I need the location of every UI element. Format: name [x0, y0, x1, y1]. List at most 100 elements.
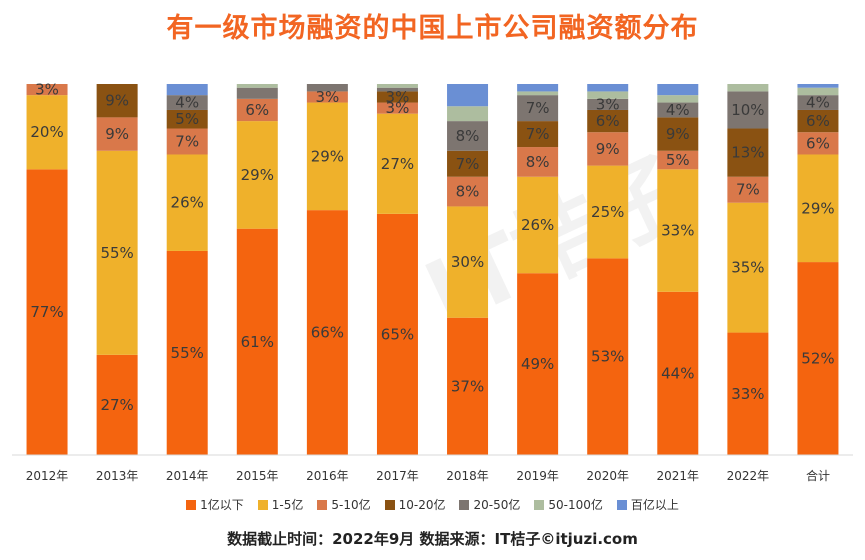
- bar-segment: [587, 84, 629, 92]
- x-tick-label: 2022年: [727, 469, 770, 483]
- data-label: 4%: [175, 94, 199, 112]
- bar-segment: [236, 228, 278, 455]
- data-label: 9%: [105, 125, 129, 143]
- bar-segment: [96, 354, 138, 455]
- legend-item: 1亿以下: [186, 496, 244, 513]
- data-label: 29%: [311, 147, 344, 165]
- data-label: 7%: [736, 181, 760, 199]
- bar-segment: [517, 147, 559, 177]
- data-label: 65%: [381, 325, 414, 343]
- legend-label: 20-50亿: [473, 498, 521, 512]
- bar-segment: [306, 210, 348, 455]
- data-label: 13%: [731, 144, 764, 162]
- data-label: 7%: [456, 155, 480, 173]
- bar-segment: [517, 84, 559, 92]
- data-labels-group: 77%20%3%27%55%9%9%55%26%7%5%4%61%29%6%66…: [30, 81, 834, 414]
- x-tick-label: 2021年: [657, 469, 700, 483]
- data-label: 29%: [241, 166, 274, 184]
- legend-item: 10-20亿: [384, 496, 446, 513]
- bar-segment: [657, 95, 699, 103]
- bar-segment: [657, 84, 699, 96]
- legend-label: 1-5亿: [271, 498, 304, 512]
- bar-segment: [166, 154, 208, 251]
- bar-segment: [376, 102, 418, 114]
- bar-segment: [797, 84, 839, 88]
- bar-segment: [376, 213, 418, 455]
- data-label: 26%: [171, 194, 204, 212]
- data-label: 5%: [666, 151, 690, 169]
- x-tick-label: 2019年: [516, 469, 559, 483]
- bar-segment: [96, 84, 138, 118]
- legend-swatch: [616, 499, 627, 510]
- bar-segment: [727, 202, 769, 333]
- data-label: 49%: [521, 355, 554, 373]
- bar-segment: [797, 109, 839, 133]
- legend-label: 百亿以上: [630, 498, 679, 512]
- bar-segment: [587, 258, 629, 455]
- bar-segment: [306, 84, 348, 92]
- bar-segment: [657, 102, 699, 118]
- data-label: 20%: [30, 123, 63, 141]
- data-label: 55%: [100, 244, 133, 262]
- x-tick-label: 2013年: [96, 469, 139, 483]
- legend-item: 1-5亿: [257, 496, 304, 513]
- legend-label: 5-10亿: [331, 498, 371, 512]
- bar-segment: [727, 176, 769, 203]
- bar-segment: [166, 109, 208, 129]
- legend-item: 百亿以上: [616, 496, 679, 513]
- data-label: 29%: [801, 199, 834, 217]
- bar-segment: [587, 91, 629, 99]
- bar-segment: [166, 250, 208, 455]
- x-tick-label: 合计: [806, 468, 830, 483]
- data-label: 26%: [521, 216, 554, 234]
- data-label: 6%: [596, 112, 620, 130]
- data-label: 4%: [666, 101, 690, 119]
- x-tick-label: 2015年: [236, 469, 279, 483]
- data-label: 3%: [386, 99, 410, 117]
- bar-segment: [166, 84, 208, 96]
- legend-label: 10-20亿: [398, 498, 446, 512]
- bar-segment: [517, 273, 559, 455]
- data-label: 27%: [100, 396, 133, 414]
- data-label: 52%: [801, 350, 834, 368]
- data-label: 66%: [311, 324, 344, 342]
- bar-segment: [797, 262, 839, 455]
- data-label: 3%: [386, 88, 410, 106]
- bar-segment: [657, 117, 699, 151]
- data-label: 5%: [175, 110, 199, 128]
- x-tick-label: 2014年: [166, 469, 209, 483]
- bar-segment: [797, 154, 839, 263]
- data-label: 7%: [526, 125, 550, 143]
- legend: 1亿以下 1-5亿 5-10亿 10-20亿 20-50亿 50-100亿 百亿以上: [0, 496, 865, 513]
- data-label: 3%: [315, 88, 339, 106]
- data-label: 9%: [666, 125, 690, 143]
- bar-segment: [727, 128, 769, 177]
- legend-label: 1亿以下: [200, 498, 244, 512]
- bar-segment: [727, 84, 769, 92]
- x-tick-label: 2018年: [446, 469, 489, 483]
- legend-item: 5-10亿: [317, 496, 371, 513]
- legend-swatch: [534, 499, 545, 510]
- x-tick-label: 2012年: [26, 469, 69, 483]
- bar-segment: [797, 132, 839, 155]
- bar-segment: [517, 176, 559, 274]
- bar-segment: [657, 169, 699, 292]
- data-label: 8%: [456, 127, 480, 145]
- bar-segment: [447, 150, 489, 177]
- data-label: 3%: [596, 95, 620, 113]
- data-label: 44%: [661, 364, 694, 382]
- x-tick-label: 2020年: [586, 469, 629, 483]
- data-label: 10%: [731, 101, 764, 119]
- legend-swatch: [317, 499, 328, 510]
- x-tick-labels: 2012年 2013年 2014年 2015年 2016年 2017年 2018年 2019年…: [26, 468, 830, 483]
- data-label: 30%: [451, 253, 484, 271]
- data-label: 27%: [381, 155, 414, 173]
- bar-segment: [447, 84, 489, 107]
- data-label: 7%: [526, 99, 550, 117]
- legend-swatch: [459, 499, 470, 510]
- data-label: 25%: [591, 203, 624, 221]
- bar-segment: [166, 95, 208, 110]
- bars-group: [26, 84, 839, 455]
- source-footer: 数据截止时间：2022年9月 数据来源：IT桔子©itjuzi.com: [227, 530, 638, 548]
